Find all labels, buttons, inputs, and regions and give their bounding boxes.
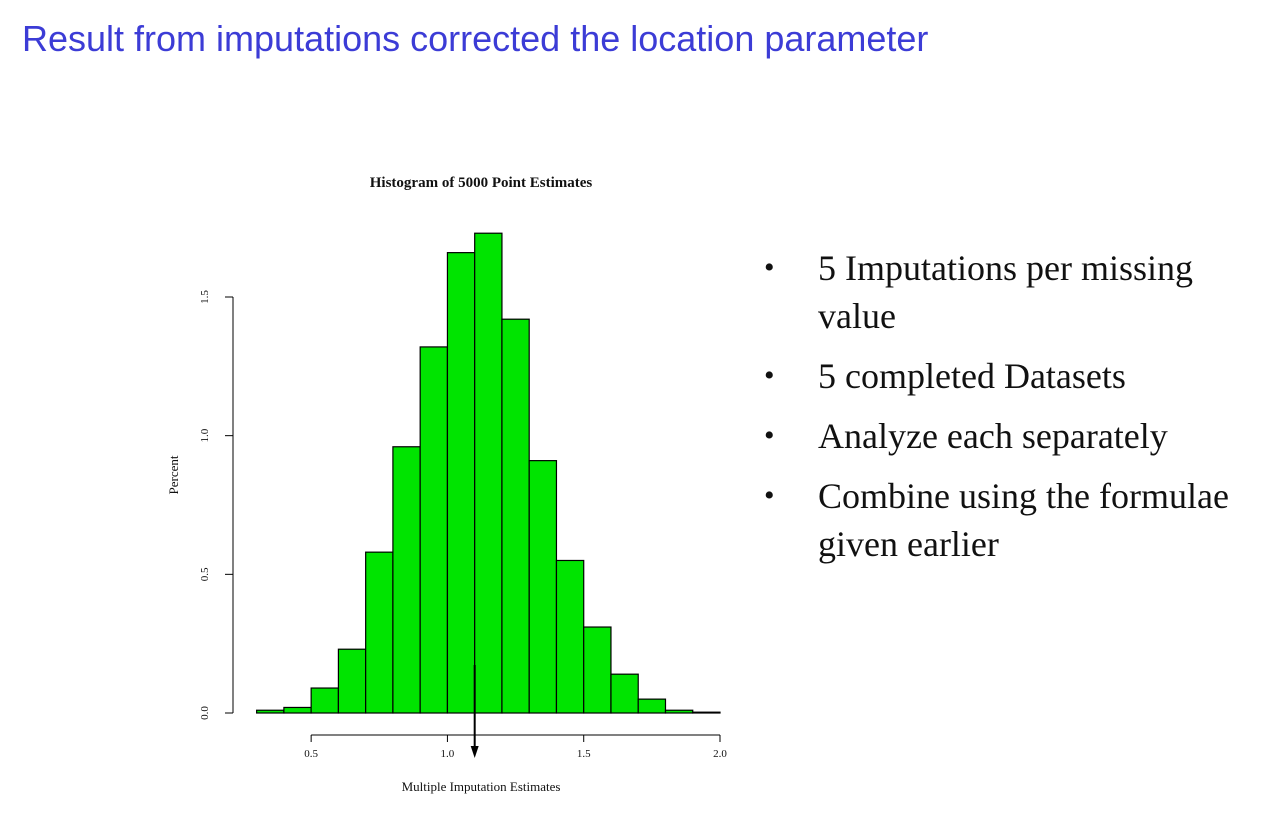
histogram-bar <box>583 626 612 714</box>
bullet-item: • 5 completed Datasets <box>758 352 1278 400</box>
bullet-dot-icon: • <box>764 479 775 512</box>
bullet-dot-icon: • <box>764 359 775 392</box>
y-tick-label: 1.0 <box>199 428 211 442</box>
bullet-text: Analyze each separately <box>818 416 1168 456</box>
x-axis: 0.5 1.0 1.5 2.0 <box>304 734 727 760</box>
bullet-item: • Combine using the formulae given earlie… <box>758 472 1278 568</box>
histogram-bar <box>474 232 503 714</box>
histogram-bar <box>555 559 585 714</box>
down-arrow-icon <box>470 746 479 758</box>
histogram-bar <box>610 673 639 714</box>
bullet-list: • 5 Imputations per missing value • 5 comp… <box>758 244 1278 580</box>
estimate-marker <box>470 665 479 758</box>
histogram-bar <box>664 709 694 714</box>
histogram-chart: Histogram of 5000 Point Estimates 0.0 0.5… <box>166 175 727 794</box>
histogram-bar <box>692 711 721 714</box>
x-axis-label: Multiple Imputation Estimates <box>402 779 561 794</box>
x-tick-label: 2.0 <box>713 748 727 760</box>
bullet-item: • Analyze each separately <box>758 412 1278 460</box>
histogram-bar <box>365 551 394 714</box>
y-tick-label: 0.0 <box>199 706 211 720</box>
x-tick-label: 1.5 <box>577 748 591 760</box>
y-tick-label: 1.5 <box>199 290 211 304</box>
chart-title: Histogram of 5000 Point Estimates <box>370 175 593 191</box>
histogram-bar <box>528 460 558 714</box>
bullet-dot-icon: • <box>764 251 775 284</box>
bullet-dot-icon: • <box>764 419 775 452</box>
slide-title: Result from imputations corrected the lo… <box>22 18 929 59</box>
y-axis: 0.0 0.5 1.0 1.5 <box>199 290 234 720</box>
bullet-text: 5 Imputations per missing value <box>818 248 1193 336</box>
histogram-bar <box>637 698 667 714</box>
histogram-bar <box>419 346 449 714</box>
x-tick-label: 1.0 <box>441 748 455 760</box>
x-tick-label: 0.5 <box>304 748 318 760</box>
histogram-bar <box>256 709 285 714</box>
y-tick-label: 0.5 <box>199 567 211 581</box>
histogram-bar <box>283 706 312 714</box>
y-axis-label: Percent <box>166 455 181 494</box>
histogram-bar <box>337 648 367 714</box>
histogram-bar <box>392 446 421 714</box>
histogram-bar <box>310 687 339 714</box>
histogram-bar <box>446 252 476 714</box>
bullet-text: Combine using the formulae given earlier <box>818 476 1229 564</box>
bullet-text: 5 completed Datasets <box>818 356 1126 396</box>
bullet-item: • 5 Imputations per missing value <box>758 244 1278 340</box>
histogram-bar <box>501 318 530 714</box>
bars-group <box>256 232 721 714</box>
